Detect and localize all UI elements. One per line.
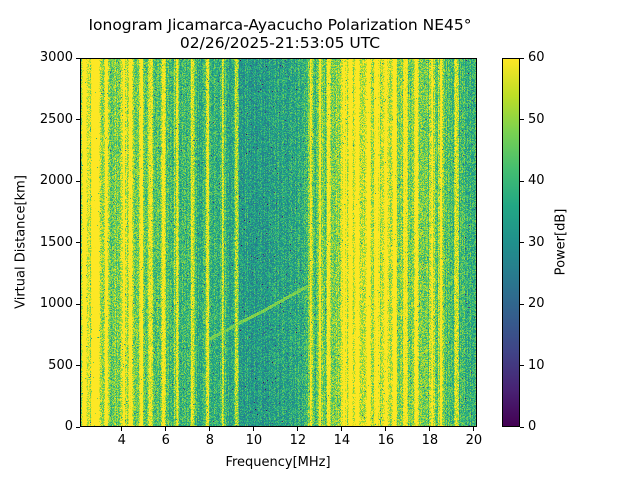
y-tick-mark [76, 119, 80, 120]
y-tick-label: 2000 [39, 173, 73, 188]
x-tick-mark [341, 427, 343, 431]
colorbar [502, 58, 520, 427]
y-tick-label: 0 [64, 419, 73, 434]
x-tick-label: 10 [245, 433, 263, 448]
colorbar-tick-mark [520, 365, 524, 366]
x-axis-label: Frequency[MHz] [225, 455, 331, 470]
x-tick-mark [429, 427, 431, 431]
x-tick-mark [165, 427, 167, 431]
y-tick-mark [76, 303, 80, 305]
x-tick-label: 16 [377, 433, 395, 448]
y-tick-label: 1000 [39, 296, 73, 311]
x-tick-label: 8 [205, 433, 214, 448]
colorbar-tick-mark [520, 57, 524, 59]
y-tick-mark [76, 426, 80, 428]
colorbar-tick-label: 40 [528, 173, 545, 188]
colorbar-tick-label: 50 [528, 111, 545, 127]
y-axis-label: Virtual Distance[km] [13, 175, 29, 309]
colorbar-tick-label: 10 [528, 357, 545, 373]
y-tick-mark [76, 365, 80, 366]
x-tick-mark [473, 427, 475, 431]
x-tick-label: 20 [465, 433, 483, 448]
x-tick-mark [121, 427, 123, 431]
y-tick-label: 1500 [39, 234, 73, 250]
y-tick-label: 2500 [39, 111, 73, 127]
colorbar-tick-label: 60 [528, 50, 545, 65]
y-tick-mark [76, 57, 80, 59]
y-tick-mark [76, 242, 80, 243]
colorbar-tick-label: 30 [528, 234, 545, 250]
y-tick-mark [76, 180, 80, 182]
colorbar-tick-label: 20 [528, 296, 545, 311]
x-tick-mark [209, 427, 211, 431]
colorbar-tick-mark [520, 242, 524, 243]
x-tick-mark [297, 427, 299, 431]
colorbar-tick-label: 0 [528, 419, 537, 434]
colorbar-tick-mark [520, 303, 524, 305]
colorbar-label: Power[dB] [553, 208, 569, 276]
chart-subtitle: 02/26/2025-21:53:05 UTC [179, 34, 381, 52]
x-tick-mark [385, 427, 387, 431]
chart-title: Ionogram Jicamarca-Ayacucho Polarization… [88, 16, 472, 34]
x-tick-label: 12 [289, 433, 307, 448]
ionogram-heatmap [80, 58, 477, 427]
y-tick-label: 3000 [39, 50, 73, 65]
y-tick-label: 500 [48, 357, 73, 373]
colorbar-tick-mark [520, 180, 524, 182]
colorbar-tick-mark [520, 119, 524, 120]
x-tick-label: 6 [161, 433, 170, 448]
x-tick-label: 4 [117, 433, 126, 448]
x-tick-label: 18 [421, 433, 439, 448]
x-tick-label: 14 [333, 433, 351, 448]
colorbar-tick-mark [520, 426, 524, 428]
x-tick-mark [253, 427, 255, 431]
